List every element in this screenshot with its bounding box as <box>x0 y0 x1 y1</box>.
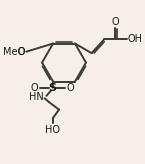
Text: O: O <box>112 17 119 27</box>
Text: HO: HO <box>45 125 60 135</box>
Text: S: S <box>49 83 57 93</box>
Text: O: O <box>31 83 38 93</box>
Text: HN: HN <box>29 92 44 102</box>
Text: MeO: MeO <box>2 47 25 57</box>
Text: OH: OH <box>127 34 142 44</box>
Text: O: O <box>17 47 25 57</box>
Text: O: O <box>67 83 74 93</box>
